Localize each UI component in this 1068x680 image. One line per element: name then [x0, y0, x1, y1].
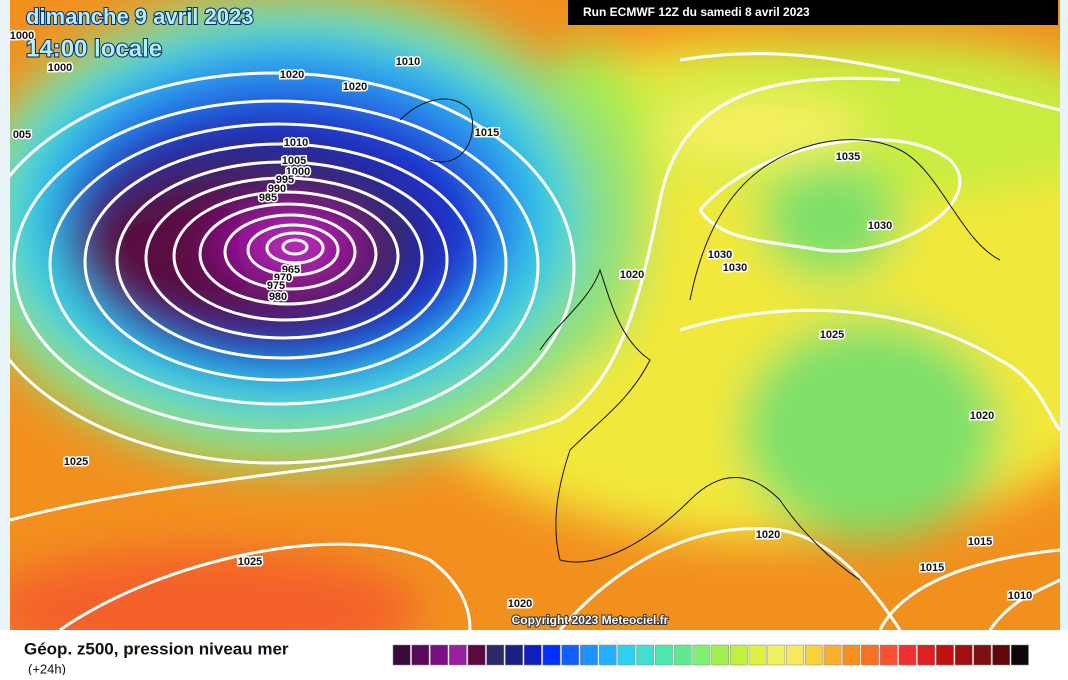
- isobar-label: 1025: [820, 329, 844, 341]
- isobar-label: 1025: [64, 456, 88, 468]
- color-swatch: [748, 644, 767, 666]
- color-swatch: [917, 644, 936, 666]
- color-swatch: [411, 644, 430, 666]
- coastlines: [399, 98, 1001, 581]
- color-swatch: [542, 644, 561, 666]
- isobar-label: 1020: [756, 529, 780, 541]
- isobar-label: 980: [269, 291, 287, 303]
- copyright: Copyright 2023 Meteociel.fr: [512, 613, 669, 627]
- isobar-label: 1035: [836, 151, 860, 163]
- color-swatch: [655, 644, 673, 666]
- isobar-label: 1020: [508, 598, 532, 610]
- color-swatch: [823, 644, 842, 666]
- run-text: Run ECMWF 12Z du samedi 8 avril 2023: [583, 5, 810, 19]
- color-swatch: [804, 644, 823, 666]
- isobar-label: 995: [276, 174, 294, 186]
- color-swatch: [842, 644, 861, 666]
- isobar-label: 1010: [284, 137, 308, 149]
- color-swatch: [711, 644, 729, 666]
- isobar-label: 990: [268, 183, 286, 195]
- isobar-label: 1030: [868, 220, 892, 232]
- color-swatch: [861, 644, 879, 666]
- isobar-labels: 1000100000510201020101010151010100510009…: [8, 28, 1033, 611]
- isobar-label: 975: [267, 280, 285, 292]
- isobars: [10, 52, 1060, 630]
- isobar-label: 1020: [970, 410, 994, 422]
- color-swatch: [786, 644, 804, 666]
- isobar-label: 1000: [10, 30, 34, 42]
- time-title: 14:00 locale: [26, 35, 162, 62]
- color-swatch: [617, 644, 636, 666]
- isobar-label: 1025: [238, 556, 262, 568]
- isobar-label: 1020: [620, 269, 644, 281]
- isobar-label: 1015: [968, 536, 992, 548]
- color-swatch: [936, 644, 954, 666]
- isobar-label: 970: [274, 272, 292, 284]
- color-swatch: [973, 644, 992, 666]
- date-title: dimanche 9 avril 2023: [26, 4, 253, 29]
- color-swatch: [505, 644, 523, 666]
- color-swatch: [1011, 644, 1029, 666]
- isobar-label: 1010: [1008, 590, 1032, 602]
- color-swatch: [954, 644, 973, 666]
- color-swatch: [448, 644, 467, 666]
- color-swatch: [580, 644, 598, 666]
- color-swatch: [486, 644, 505, 666]
- isobar-label: 1005: [282, 155, 306, 167]
- color-swatch: [673, 644, 692, 666]
- isobar-label: 1000: [48, 62, 72, 74]
- isobar-label: 1015: [920, 562, 944, 574]
- color-swatch: [767, 644, 786, 666]
- color-swatch: [898, 644, 917, 666]
- color-swatch: [430, 644, 448, 666]
- color-swatch: [523, 644, 542, 666]
- isobar-label: 1015: [475, 127, 499, 139]
- color-scale: [392, 644, 1029, 666]
- isobar-label: 985: [259, 192, 277, 204]
- legend-title: Géop. z500, pression niveau mer: [24, 639, 289, 658]
- isobar-label: 1020: [343, 81, 367, 93]
- color-swatch: [636, 644, 655, 666]
- color-swatch: [392, 644, 411, 666]
- isobar-label: 1030: [708, 249, 732, 261]
- color-swatch: [561, 644, 580, 666]
- color-swatch: [729, 644, 748, 666]
- color-swatch: [992, 644, 1011, 666]
- isobar-label: 1010: [396, 56, 420, 68]
- color-swatch: [598, 644, 617, 666]
- legend-subtitle: (+24h): [28, 661, 66, 675]
- isobar-label: 1000: [286, 166, 310, 178]
- isobar-label: 965: [282, 264, 300, 276]
- run-banner: [568, 0, 1058, 25]
- color-swatch: [692, 644, 711, 666]
- color-swatch: [879, 644, 898, 666]
- color-swatch: [467, 644, 486, 666]
- isobar-label: 1030: [723, 262, 747, 274]
- isobar-label: 005: [13, 129, 31, 141]
- isobar-label: 1020: [280, 69, 304, 81]
